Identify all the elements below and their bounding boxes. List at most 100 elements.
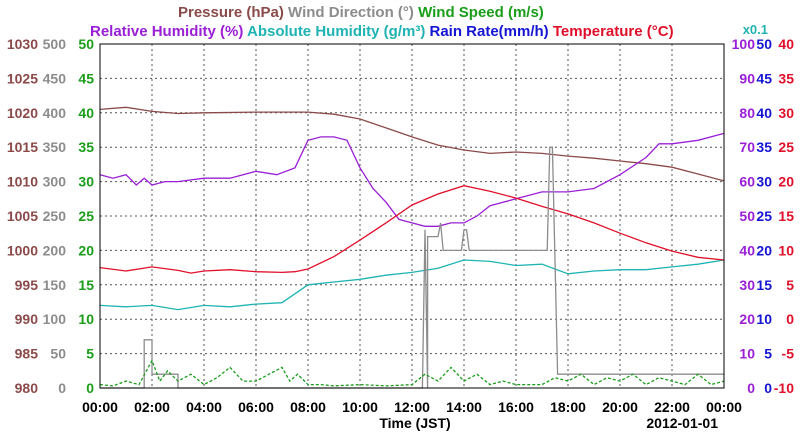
- x-axis-tick-label: 16:00: [498, 399, 534, 415]
- right-axis-tick-label: 60: [739, 174, 755, 190]
- right-axis-tick-label: 70: [739, 139, 755, 155]
- legend-entry: Relative Humidity (%): [90, 23, 243, 40]
- left-axis-tick-label: 15: [78, 277, 94, 293]
- right-axis-tick-label: 30: [739, 277, 755, 293]
- axes: 9809859909951000100510101015102010251030…: [7, 36, 794, 415]
- series-line: [99, 259, 725, 311]
- right-axis-tick-label: 25: [756, 208, 772, 224]
- left-axis-tick-label: 1020: [7, 105, 38, 121]
- x-axis-tick-label: 08:00: [290, 399, 326, 415]
- left-axis-tick-label: 250: [43, 208, 67, 224]
- right-axis-tick-label: 40: [778, 36, 794, 52]
- legend-entry: Wind Speed (m/s): [414, 4, 544, 21]
- x-axis-tick-label: 00:00: [706, 399, 742, 415]
- left-axis-tick-label: 150: [43, 277, 67, 293]
- left-axis-tick-label: 1025: [7, 70, 38, 86]
- right-axis-tick-label: 5: [786, 277, 794, 293]
- legend-entry: Rain Rate(mm/h): [425, 23, 548, 40]
- x-axis-tick-label: 02:00: [134, 399, 170, 415]
- left-axis-tick-label: 40: [78, 105, 94, 121]
- right-axis-tick-label: 30: [778, 105, 794, 121]
- left-axis-tick-label: 25: [78, 208, 94, 224]
- left-axis-tick-label: 45: [78, 70, 94, 86]
- right-axis-tick-label: 10: [756, 311, 772, 327]
- legend: Pressure (hPa) Wind Direction (°) Wind S…: [90, 4, 768, 40]
- x-axis-label: Time (JST): [379, 415, 450, 431]
- right-axis-tick-label: 15: [756, 277, 772, 293]
- right-axis-tick-label: 50: [739, 208, 755, 224]
- left-axis-tick-label: 50: [50, 346, 66, 362]
- right-axis-tick-label: 25: [778, 139, 794, 155]
- right-axis-tick-label: 0: [764, 380, 772, 396]
- right-axis-tick-label: 90: [739, 70, 755, 86]
- right-axis-tick-label: 0: [786, 311, 794, 327]
- rain-multiplier-label: x0.1: [743, 22, 768, 37]
- right-axis-tick-label: 45: [756, 70, 772, 86]
- left-axis-tick-label: 100: [43, 311, 67, 327]
- date-label: 2012-01-01: [646, 415, 718, 431]
- left-axis-tick-label: 1015: [7, 139, 38, 155]
- right-axis-tick-label: 35: [778, 70, 794, 86]
- right-axis-tick-label: 15: [778, 208, 794, 224]
- right-axis-tick-label: 35: [756, 139, 772, 155]
- right-axis-tick-label: 10: [778, 242, 794, 258]
- x-axis-tick-label: 14:00: [446, 399, 482, 415]
- left-axis-tick-label: 50: [78, 36, 94, 52]
- series-lines: [99, 106, 725, 389]
- right-axis-tick-label: 40: [756, 105, 772, 121]
- series-line: [99, 358, 725, 387]
- left-axis-tick-label: 1000: [7, 242, 38, 258]
- series-line: [99, 106, 725, 182]
- legend-row: Pressure (hPa) Wind Direction (°) Wind S…: [178, 4, 544, 21]
- right-axis-tick-label: 0: [747, 380, 755, 396]
- x-axis-tick-label: 18:00: [550, 399, 586, 415]
- series-line: [100, 146, 724, 389]
- left-axis-tick-label: 1005: [7, 208, 38, 224]
- left-axis-tick-label: 450: [43, 70, 67, 86]
- left-axis-tick-label: 985: [15, 346, 39, 362]
- left-axis-tick-label: 0: [58, 380, 66, 396]
- right-axis-tick-label: -5: [782, 346, 795, 362]
- legend-row: Relative Humidity (%) Absolute Humidity …: [90, 23, 674, 40]
- right-axis-tick-label: 80: [739, 105, 755, 121]
- left-axis-tick-label: 500: [43, 36, 67, 52]
- right-axis-tick-label: 40: [739, 242, 755, 258]
- left-axis-tick-label: 980: [15, 380, 39, 396]
- left-axis-tick-label: 400: [43, 105, 67, 121]
- right-axis-tick-label: 20: [778, 174, 794, 190]
- x-axis-tick-label: 10:00: [342, 399, 378, 415]
- left-axis-tick-label: 10: [78, 311, 94, 327]
- plot-frame: [99, 43, 725, 389]
- right-axis-tick-label: 20: [756, 242, 772, 258]
- right-axis-tick-label: 10: [739, 346, 755, 362]
- x-axis-tick-label: 06:00: [238, 399, 274, 415]
- series-line: [99, 185, 725, 274]
- left-axis-tick-label: 5: [86, 346, 94, 362]
- x-axis-tick-label: 04:00: [186, 399, 222, 415]
- left-axis-tick-label: 1010: [7, 174, 38, 190]
- left-axis-tick-label: 995: [15, 277, 39, 293]
- legend-entry: Wind Direction (°): [284, 4, 414, 21]
- x-axis-tick-label: 12:00: [394, 399, 430, 415]
- right-axis-tick-label: 50: [756, 36, 772, 52]
- right-axis-tick-label: 5: [764, 346, 772, 362]
- legend-entry: Temperature (°C): [549, 23, 674, 40]
- right-axis-tick-label: 20: [739, 311, 755, 327]
- right-axis-tick-label: 100: [732, 36, 756, 52]
- left-axis-tick-label: 1030: [7, 36, 38, 52]
- left-axis-tick-label: 20: [78, 242, 94, 258]
- series-line: [99, 132, 725, 227]
- left-axis-tick-label: 990: [15, 311, 39, 327]
- x-axis-tick-label: 22:00: [654, 399, 690, 415]
- left-axis-tick-label: 200: [43, 242, 67, 258]
- x-axis-tick-label: 20:00: [602, 399, 638, 415]
- left-axis-tick-label: 350: [43, 139, 67, 155]
- x-axis-tick-label: 00:00: [82, 399, 118, 415]
- left-axis-tick-label: 30: [78, 174, 94, 190]
- left-axis-tick-label: 0: [86, 380, 94, 396]
- grid: [100, 44, 724, 388]
- left-axis-tick-label: 300: [43, 174, 67, 190]
- right-axis-tick-label: 30: [756, 174, 772, 190]
